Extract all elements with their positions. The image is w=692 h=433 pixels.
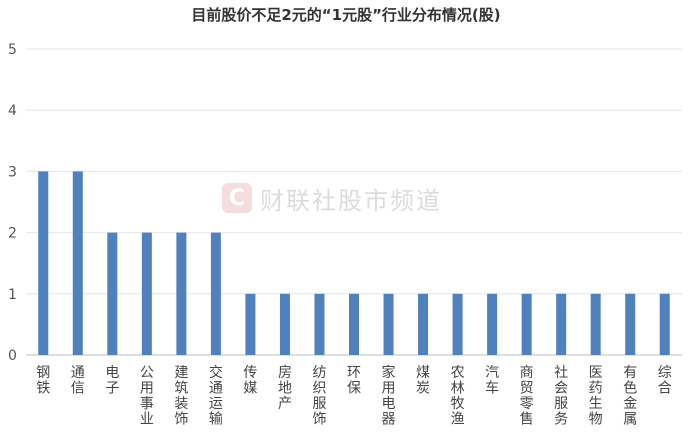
x-tick-label: 建筑装饰 — [174, 365, 188, 428]
x-tick-label: 公用事业 — [140, 365, 154, 428]
bar — [556, 293, 567, 355]
x-tick-label: 煤炭 — [416, 365, 430, 397]
bar — [38, 171, 49, 355]
bar — [210, 232, 221, 355]
bar — [107, 232, 118, 355]
x-tick-label: 有色金属 — [623, 365, 637, 428]
bar — [383, 293, 394, 355]
bar — [176, 232, 187, 355]
bar — [349, 293, 359, 355]
x-tick-label: 电子 — [105, 365, 119, 397]
x-tick-label: 家用电器 — [382, 364, 396, 428]
x-tick-label: 交通运输 — [209, 364, 223, 428]
x-tick-label: 环保 — [347, 365, 361, 397]
x-tick-label: 商贸零售 — [520, 365, 534, 428]
y-tick-label: 0 — [8, 348, 17, 364]
y-tick-label: 5 — [8, 42, 17, 58]
x-tick-label: 综合 — [658, 365, 672, 397]
bars — [38, 171, 670, 355]
y-tick-label: 3 — [8, 164, 17, 180]
bar — [245, 293, 256, 355]
x-tick-label: 社会服务 — [554, 365, 568, 428]
y-tick-label: 2 — [8, 226, 17, 242]
x-tick-label: 通信 — [71, 365, 85, 397]
bar — [659, 293, 670, 355]
bar — [279, 293, 290, 355]
bar — [452, 293, 463, 355]
x-tick-label: 钢铁 — [36, 365, 50, 397]
bar — [314, 293, 325, 355]
bar — [590, 293, 601, 355]
x-tick-label: 传媒 — [243, 365, 257, 397]
bar — [418, 293, 429, 355]
bar — [487, 293, 498, 355]
x-tick-label: 汽车 — [485, 365, 499, 397]
chart-title: 目前股价不足2元的“1元股”行业分布情况(股) — [191, 6, 501, 24]
bar — [141, 232, 152, 355]
bar — [625, 293, 636, 355]
x-tick-label: 农林牧渔 — [451, 365, 465, 428]
bar — [72, 171, 83, 355]
x-tick-label: 房地产 — [278, 365, 292, 412]
x-tick-label: 纺织服饰 — [312, 365, 326, 428]
bar — [521, 293, 532, 355]
y-axis-ticks: 0 1 2 3 4 5 — [8, 42, 17, 364]
y-tick-label: 4 — [8, 103, 17, 119]
x-tick-label: 医药生物 — [589, 365, 603, 428]
y-tick-label: 1 — [8, 287, 17, 303]
